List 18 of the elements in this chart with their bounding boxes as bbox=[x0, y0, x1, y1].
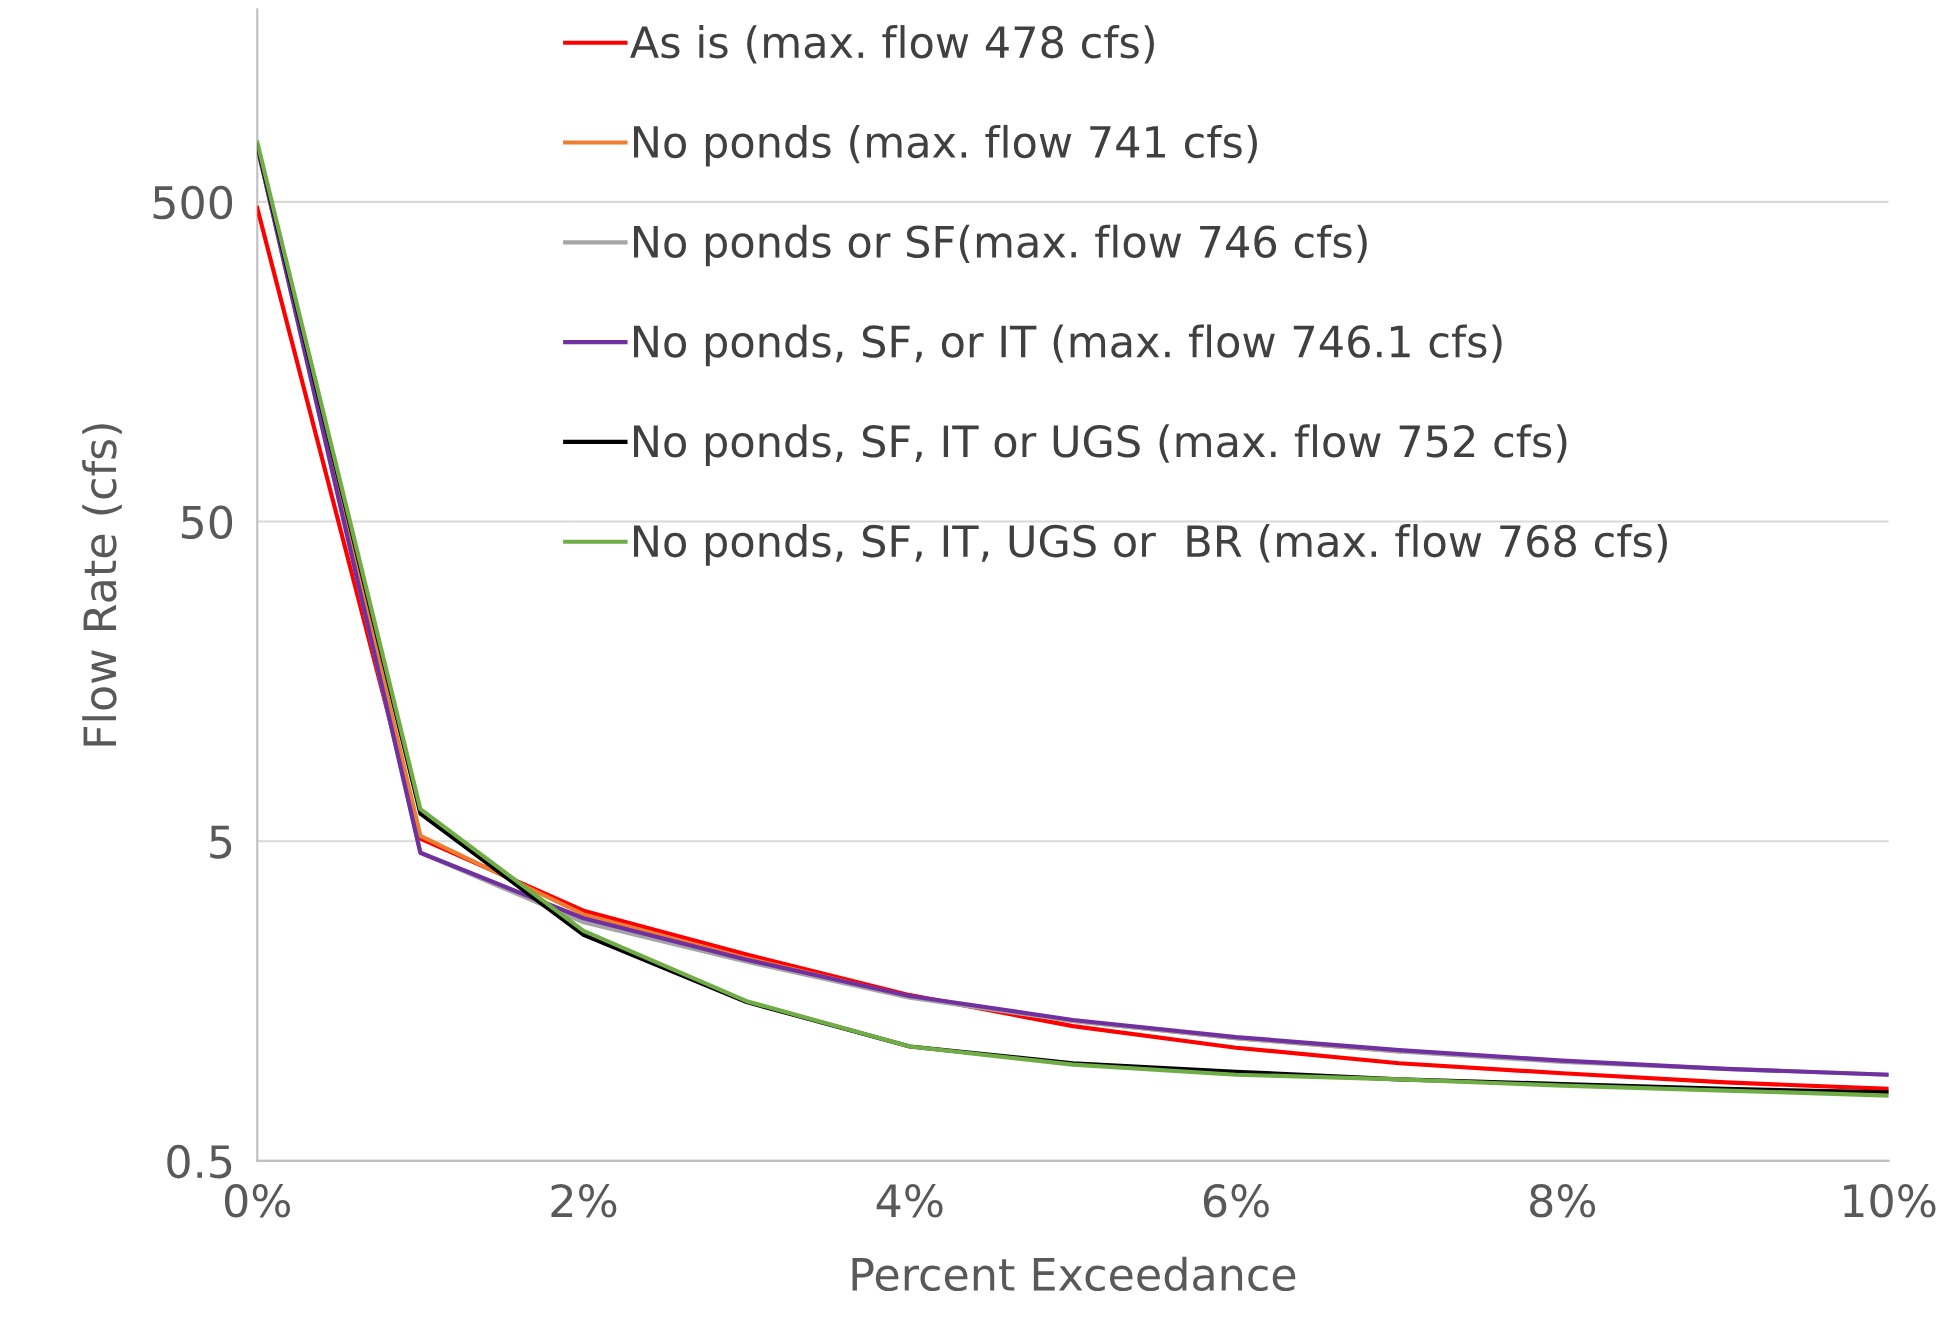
legend-label: As is (max. flow 478 cfs) bbox=[630, 25, 1154, 64]
x-tick-label: 8% bbox=[1530, 1183, 1596, 1218]
x-tick-label: 0% bbox=[224, 1183, 291, 1218]
legend-label: No ponds, SF, IT, UGS or BR (max. flow 768 cfs) bbox=[633, 524, 1667, 566]
y-axis-title: Flow Rate (cfs) bbox=[82, 424, 122, 746]
x-tick-label: 6% bbox=[1203, 1183, 1269, 1218]
x-axis-title: Percent Exceedance bbox=[852, 1256, 1296, 1292]
x-tick-label: 4% bbox=[876, 1183, 943, 1218]
legend-label: No ponds (max. flow 741 cfs) bbox=[633, 124, 1257, 167]
legend-label: No ponds, SF, IT or UGS (max. flow 752 cfs) bbox=[633, 424, 1567, 466]
y-tick-label: 50 bbox=[181, 505, 233, 540]
legend-label: No ponds, SF, or IT (max. flow 746.1 cfs) bbox=[633, 324, 1502, 367]
y-tick-label: 0.5 bbox=[167, 1144, 232, 1179]
x-tick-label: 2% bbox=[551, 1183, 617, 1218]
legend-label: No ponds or SF(max. flow 746 cfs) bbox=[633, 224, 1367, 267]
y-tick-label: 500 bbox=[153, 185, 233, 220]
x-tick-label: 10% bbox=[1844, 1183, 1936, 1218]
y-tick-label: 5 bbox=[210, 825, 232, 859]
